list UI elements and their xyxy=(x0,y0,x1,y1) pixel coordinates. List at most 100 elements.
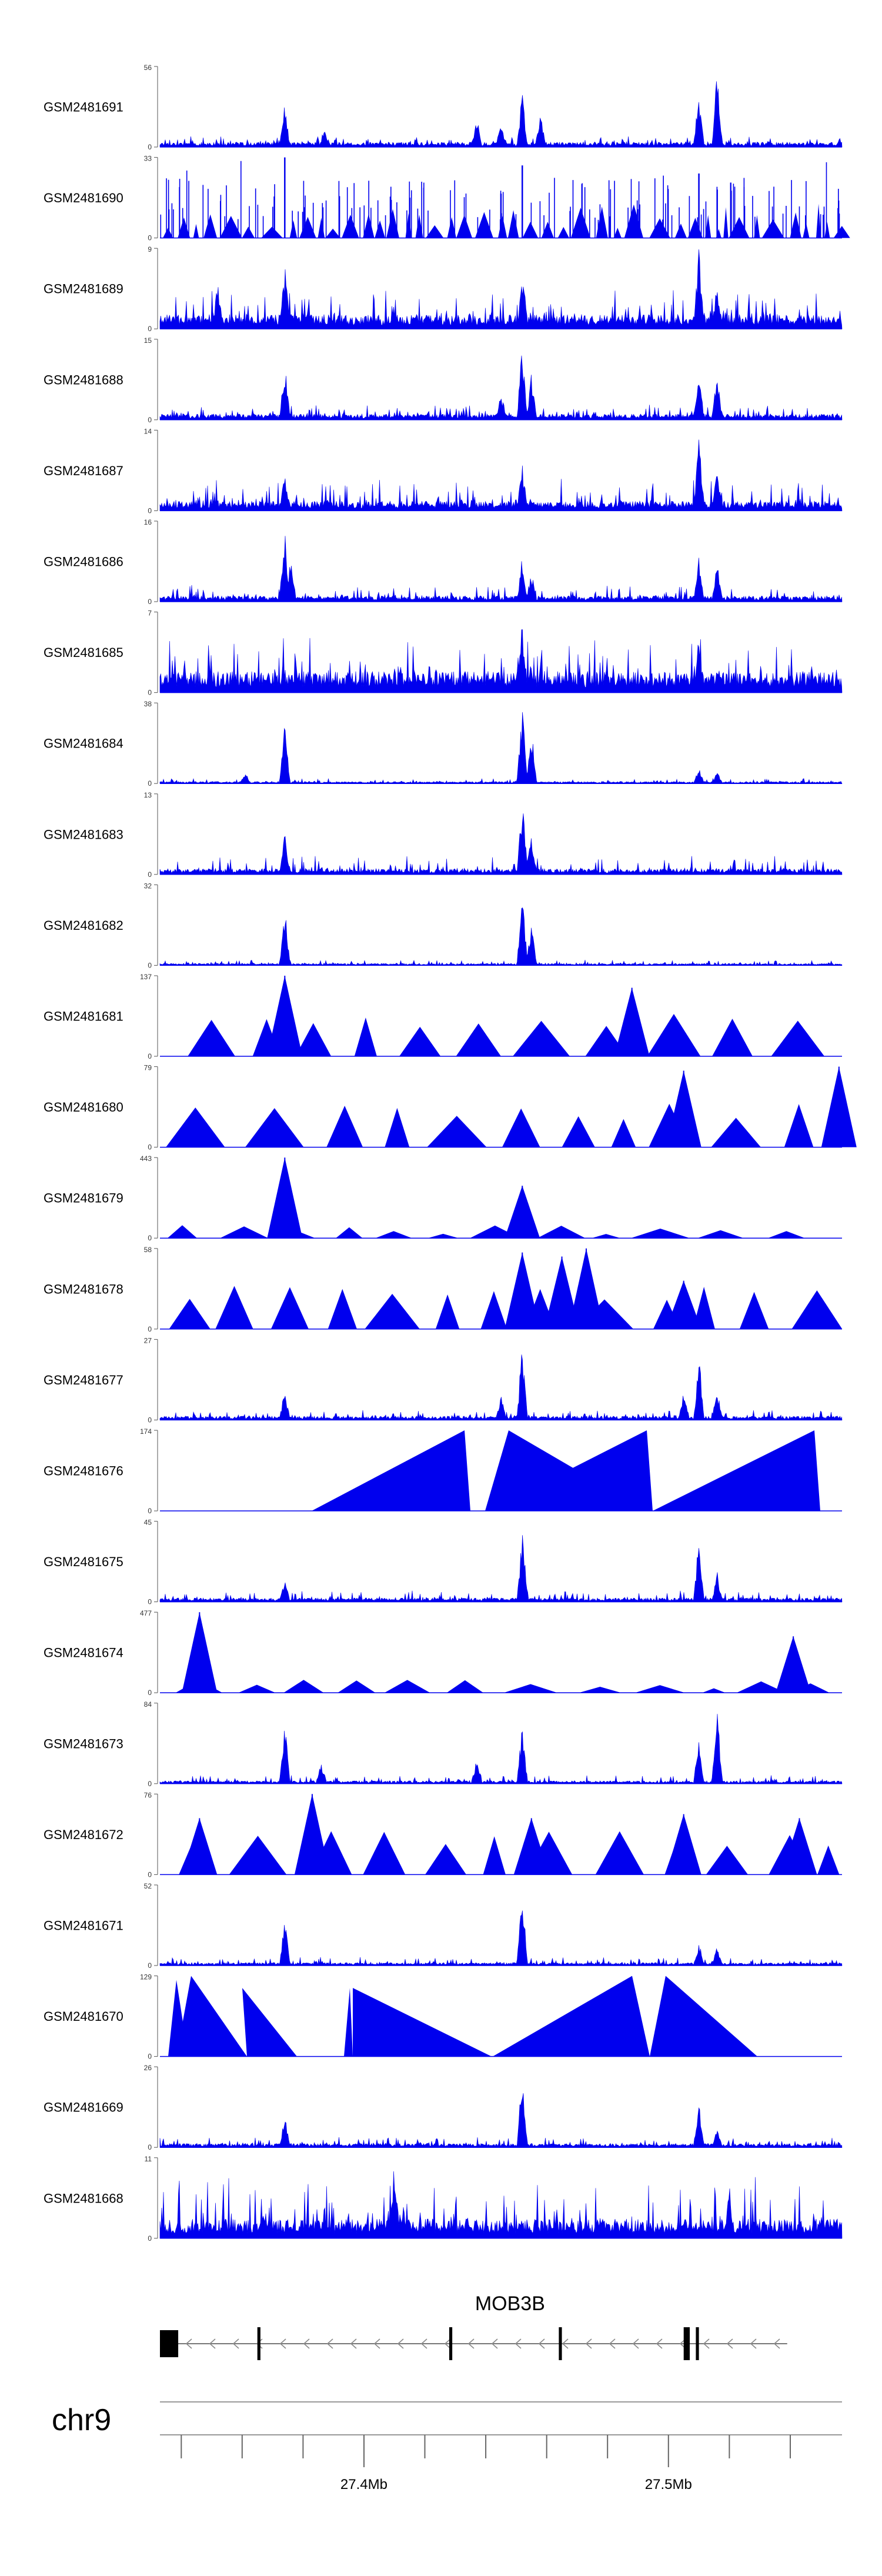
coverage-peak xyxy=(386,209,399,238)
coverage-peak xyxy=(537,1226,586,1239)
y-min-label: 0 xyxy=(148,1507,152,1515)
track: GSM2481673 84 0 xyxy=(44,1700,843,1788)
coverage-peak xyxy=(816,203,821,238)
track-label: GSM2481675 xyxy=(44,1554,123,1569)
track-label: GSM2481672 xyxy=(44,1827,123,1842)
coverage-area xyxy=(159,712,843,784)
track-label: GSM2481680 xyxy=(44,1100,123,1115)
coverage-peak xyxy=(502,1108,540,1147)
coverage-peak xyxy=(435,1294,460,1329)
strand-arrow xyxy=(209,2338,216,2349)
coverage-peak xyxy=(790,212,801,238)
y-max-label: 174 xyxy=(140,1427,152,1436)
y-max-label: 137 xyxy=(140,973,152,981)
track: GSM2481684 38 0 xyxy=(44,700,843,788)
coverage-peak xyxy=(613,228,622,238)
coverage-peak xyxy=(242,226,255,238)
track: GSM2481669 26 0 xyxy=(44,2064,843,2151)
y-max-label: 56 xyxy=(144,64,152,72)
axis-tick-label: 27.4Mb xyxy=(340,2477,387,2492)
track-label: GSM2481673 xyxy=(44,1736,123,1751)
coverage-peak xyxy=(712,1019,753,1056)
gene-exon xyxy=(683,2327,690,2360)
y-max-label: 79 xyxy=(144,1064,152,1072)
coverage-peak xyxy=(767,1231,805,1239)
coverage-peak xyxy=(384,1680,430,1693)
y-min-label: 0 xyxy=(148,2053,152,2061)
strand-arrow xyxy=(256,2338,263,2349)
track-label: GSM2481676 xyxy=(44,1464,123,1479)
track: GSM2481670 129 0 xyxy=(44,1973,842,2061)
track-label: GSM2481670 xyxy=(44,2009,123,2024)
coverage-peak xyxy=(193,223,199,238)
track-label: GSM2481689 xyxy=(44,282,123,296)
coverage-peak xyxy=(653,1430,820,1511)
coverage-peak xyxy=(624,204,643,238)
track: GSM2481678 58 0 xyxy=(44,1246,843,1333)
coverage-peak xyxy=(295,1023,332,1056)
coverage-peak xyxy=(447,217,456,238)
y-max-label: 52 xyxy=(144,1882,152,1890)
y-max-label: 27 xyxy=(144,1336,152,1344)
track-label: GSM2481685 xyxy=(44,645,123,660)
coverage-peak xyxy=(650,1976,757,2057)
track: GSM2481690 33 0 xyxy=(44,155,850,242)
coverage-peak xyxy=(483,1836,506,1875)
y-max-label: 9 xyxy=(148,245,152,253)
coverage-peak xyxy=(426,225,444,238)
strand-arrow xyxy=(632,2338,639,2349)
y-min-label: 0 xyxy=(148,1598,152,1606)
coverage-peak xyxy=(817,1845,840,1875)
track-label: GSM2481683 xyxy=(44,827,123,842)
y-max-label: 14 xyxy=(144,427,152,435)
coverage-area xyxy=(159,81,843,148)
track-label: GSM2481691 xyxy=(44,100,123,115)
coverage-area xyxy=(159,907,843,966)
coverage-peak xyxy=(238,1684,276,1693)
coverage-peak xyxy=(283,1680,324,1693)
track: GSM2481688 15 0 xyxy=(44,336,843,424)
coverage-peak xyxy=(188,1020,235,1056)
y-min-label: 0 xyxy=(148,779,152,788)
strand-arrow xyxy=(491,2338,498,2349)
strand-arrow xyxy=(444,2338,451,2349)
coverage-peak xyxy=(771,1020,825,1056)
y-min-label: 0 xyxy=(148,2143,152,2151)
strand-arrow xyxy=(373,2338,380,2349)
y-max-label: 58 xyxy=(144,1246,152,1254)
track: GSM2481683 13 0 xyxy=(44,791,843,879)
coverage-peak xyxy=(203,214,218,238)
coverage-peak xyxy=(729,217,750,238)
coverage-peak xyxy=(353,1988,492,2057)
coverage-peak xyxy=(611,1119,636,1147)
y-max-label: 33 xyxy=(144,155,152,163)
coverage-peak xyxy=(336,1227,363,1239)
y-min-label: 0 xyxy=(148,1325,152,1333)
axis-tick-label: 27.5Mb xyxy=(645,2477,692,2492)
coverage-peak xyxy=(630,1229,690,1239)
coverage-peak xyxy=(326,1106,363,1147)
gene-exon xyxy=(449,2327,453,2360)
coverage-peak xyxy=(456,1023,501,1056)
y-min-label: 0 xyxy=(148,1052,152,1060)
strand-arrow xyxy=(538,2338,545,2349)
coverage-peak xyxy=(761,219,784,238)
strand-arrow xyxy=(656,2338,663,2349)
y-min-label: 0 xyxy=(148,506,152,515)
coverage-peak xyxy=(736,1681,786,1693)
track: GSM2481674 477 0 xyxy=(44,1609,842,1697)
coverage-peak xyxy=(375,220,385,238)
coverage-area xyxy=(159,2171,843,2239)
coverage-peak xyxy=(649,218,670,238)
coverage-peak xyxy=(824,222,830,238)
gene-exon xyxy=(696,2327,699,2360)
track-label: GSM2481684 xyxy=(44,736,123,751)
coverage-peak xyxy=(167,1225,198,1239)
coverage-area xyxy=(159,249,843,329)
strand-arrow xyxy=(279,2338,286,2349)
track: GSM2481675 45 0 xyxy=(44,1519,843,1606)
track: GSM2481679 443 0 xyxy=(44,1154,842,1242)
coverage-area xyxy=(159,1910,843,1966)
y-max-label: 11 xyxy=(145,2155,152,2163)
